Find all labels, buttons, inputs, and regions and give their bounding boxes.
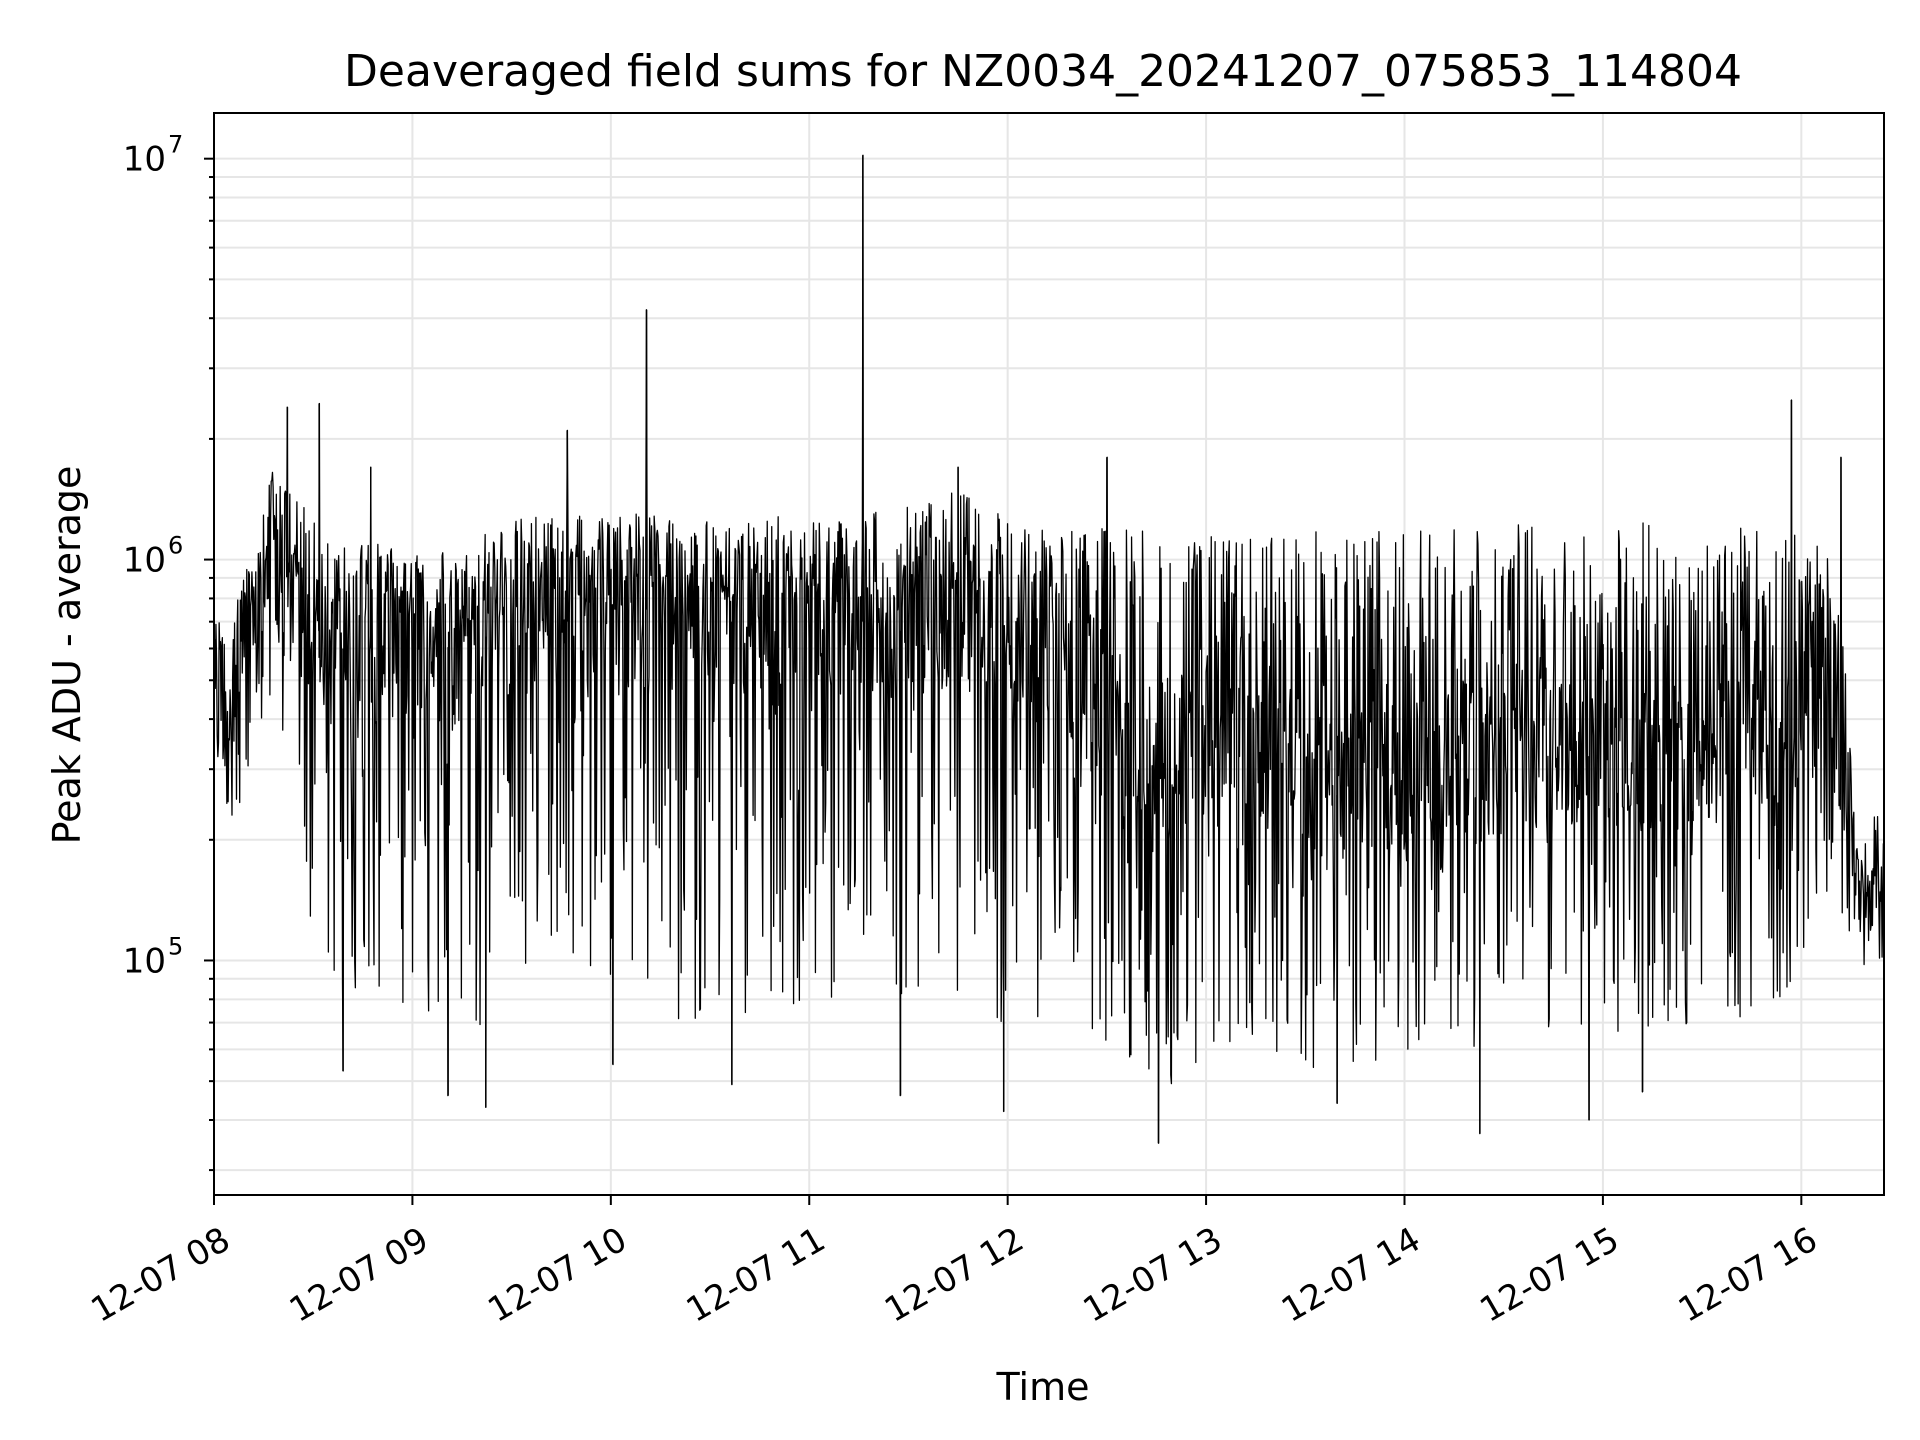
y-tick-exponent: 7 xyxy=(168,131,183,159)
chart-title: Deaveraged field sums for NZ0034_2024120… xyxy=(344,46,1742,97)
plot-frame xyxy=(213,112,1885,1196)
series-line xyxy=(213,154,1885,1144)
x-axis-label: Time xyxy=(996,1365,1090,1409)
y-tick-exponent: 6 xyxy=(168,532,183,560)
y-tick-label: 10 xyxy=(123,941,166,981)
y-tick-exponent: 5 xyxy=(168,932,183,960)
plot-area xyxy=(213,154,1885,1144)
y-tick-label: 10 xyxy=(123,140,166,180)
y-axis-label: Peak ADU - average xyxy=(45,466,89,845)
y-tick-label: 10 xyxy=(123,541,166,581)
